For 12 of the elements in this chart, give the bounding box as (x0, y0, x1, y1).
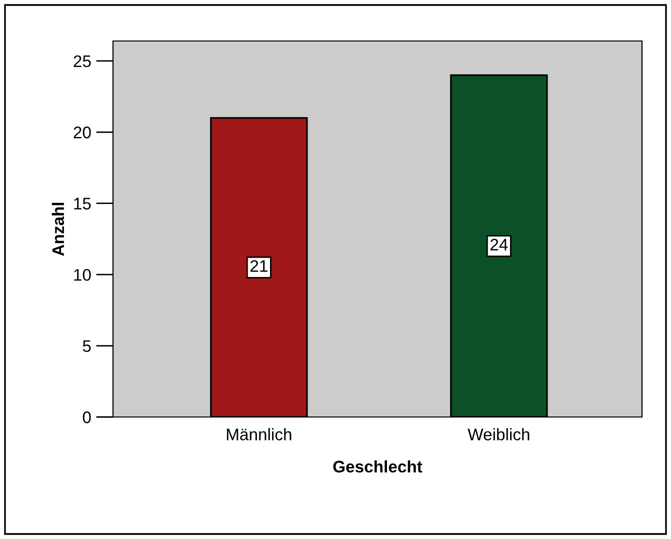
x-tick-label: Weiblich (468, 428, 530, 440)
y-tick-label: 0 (82, 411, 91, 424)
data-label: 21 (250, 260, 268, 272)
data-label: 24 (490, 238, 508, 250)
x-axis-title: Geschlecht (333, 460, 422, 473)
y-tick-label: 25 (74, 55, 91, 68)
y-axis-title: Anzahl (52, 202, 64, 256)
y-tick-label: 5 (82, 340, 91, 352)
y-tick-label: 15 (74, 198, 91, 210)
y-tick-label: 20 (74, 126, 91, 138)
x-tick-label: Männlich (226, 428, 292, 440)
y-tick-label: 10 (74, 268, 91, 281)
